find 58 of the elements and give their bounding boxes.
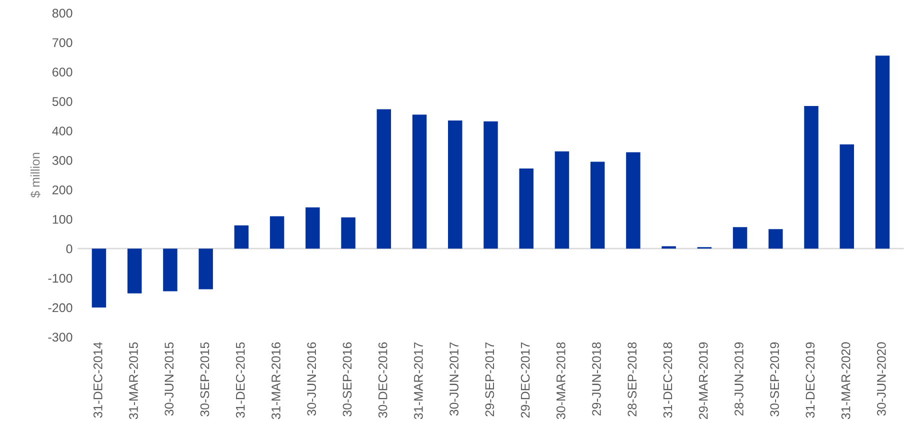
bar [875,56,890,249]
bar [412,114,427,249]
bar [306,207,320,249]
bar [270,216,284,249]
x-tick-label: 30-DEC-2016 [378,342,388,418]
x-tick-label: 30-JUN-2016 [307,342,316,416]
x-tick-label: 28-JUN-2019 [734,342,744,416]
bar [804,106,818,249]
bar [768,229,783,249]
x-tick-label: 31-DEC-2019 [806,342,815,418]
y-tick-label: 400 [52,126,72,136]
x-tick-label: 28-SEP-2018 [628,342,637,416]
y-tick-label: 200 [52,185,72,194]
x-tick-label: 29-JUN-2018 [592,342,601,416]
y-tick-label: 500 [52,97,72,106]
x-tick-label: 29-DEC-2017 [520,342,530,418]
x-tick-label: 30-MAR-2018 [556,342,566,420]
x-tick-label: 30-SEP-2016 [342,342,352,416]
bar [198,248,213,290]
bar [376,109,392,249]
bar [662,246,676,249]
bar [484,121,498,249]
y-tick-label: -200 [48,303,72,312]
bar [732,227,748,249]
x-tick-label: 31-DEC-2018 [663,342,672,418]
x-tick-label: 29-MAR-2019 [698,342,708,419]
bar [234,225,249,249]
bar [519,168,534,249]
bar [341,217,356,249]
bar [840,144,854,249]
bar [626,152,640,249]
bar [163,248,178,292]
x-tick-label: 31-MAR-2020 [841,342,850,420]
y-axis-title: $ million [30,152,40,198]
y-tick-label: 300 [52,156,72,165]
y-tick-label: 600 [52,68,72,77]
x-tick-label: 31-DEC-2015 [236,342,245,418]
y-tick-label: -300 [48,332,72,342]
x-tick-label: 30-JUN-2017 [450,342,458,416]
y-tick-label: 0 [66,244,72,254]
x-tick-label: 30-JUN-2015 [164,342,174,416]
x-tick-label: 31-MAR-2016 [272,342,280,420]
x-tick-label: 30-SEP-2019 [770,342,780,416]
x-tick-label: 30-JUN-2020 [877,342,886,416]
y-tick-label: 700 [52,38,72,48]
x-tick-label: 30-SEP-2015 [200,342,210,416]
y-tick-label: 100 [52,214,72,224]
x-tick-label: 31-MAR-2015 [129,342,138,420]
bar [554,151,570,249]
x-tick-label: 31-DEC-2014 [93,342,102,418]
bar [590,162,605,249]
bar [92,248,106,308]
y-tick-label: 800 [52,8,72,18]
x-tick-label: 29-SEP-2017 [485,342,494,416]
bar [127,248,142,294]
x-tick-label: 31-MAR-2017 [414,342,423,420]
bar [448,120,462,249]
y-tick-label: -100 [48,274,72,283]
